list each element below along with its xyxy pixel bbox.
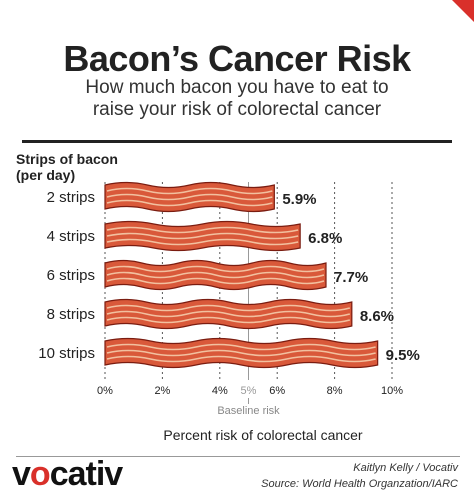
- bacon-fat-stripe: [106, 226, 299, 234]
- source-note: Source: World Health Organzation/IARC: [261, 478, 458, 490]
- logo-text-cativ: cativ: [49, 455, 123, 493]
- x-tick-label: 2%: [154, 385, 170, 397]
- bacon-fat-stripe: [106, 265, 325, 273]
- category-label: 4 strips: [47, 228, 95, 245]
- bacon-fat-stripe: [106, 277, 325, 285]
- bacon-fat-stripe: [106, 232, 299, 240]
- category-label: 8 strips: [47, 306, 95, 323]
- y-axis-label-line-1: Strips of bacon: [16, 151, 118, 167]
- bacon-fat-stripe: [106, 349, 376, 357]
- chart-subtitle-line-2: raise your risk of colorectal cancer: [92, 99, 382, 120]
- logo-text-o: o: [29, 455, 51, 493]
- footer-rule: [16, 456, 460, 457]
- bacon-fat-stripe: [106, 238, 299, 246]
- x-tick-label: 4%: [212, 385, 228, 397]
- bacon-fat-stripe: [106, 316, 351, 324]
- x-tick-label: 8%: [327, 385, 343, 397]
- bacon-fat-stripe: [106, 271, 325, 279]
- bacon-fat-stripe: [106, 193, 273, 201]
- corner-flag: [452, 0, 474, 22]
- category-label: 2 strips: [47, 189, 95, 206]
- x-tick-label: 0%: [97, 385, 113, 397]
- value-label: 6.8%: [308, 230, 342, 247]
- vocativ-logo: vocativ: [12, 455, 123, 494]
- bacon-fat-stripe: [106, 355, 376, 363]
- value-label: 7.7%: [334, 269, 368, 286]
- chart-title: Bacon’s Cancer Risk: [63, 38, 411, 79]
- chart-subtitle-line-1: How much bacon you have to eat to: [85, 77, 389, 98]
- bacon-fat-stripe: [106, 199, 273, 207]
- category-label: 6 strips: [47, 267, 95, 284]
- value-label: 9.5%: [386, 347, 420, 364]
- baseline-label: Baseline risk: [217, 405, 280, 417]
- y-axis-label-line-2: (per day): [16, 167, 76, 183]
- baseline-tick-label: 5%: [241, 385, 257, 397]
- x-tick-label: 10%: [381, 385, 403, 397]
- bacon-fat-stripe: [106, 187, 273, 195]
- logo-text-v: v: [12, 455, 31, 493]
- bacon-fat-stripe: [106, 310, 351, 318]
- value-label: 8.6%: [360, 308, 394, 325]
- header-rule: [22, 140, 452, 143]
- value-label: 5.9%: [282, 191, 316, 208]
- bacon-fat-stripe: [106, 343, 376, 351]
- x-tick-label: 6%: [269, 385, 285, 397]
- category-label: 10 strips: [38, 345, 95, 362]
- author-credit: Kaitlyn Kelly / Vocativ: [353, 462, 458, 474]
- bacon-fat-stripe: [106, 304, 351, 312]
- x-axis-label: Percent risk of colorectal cancer: [163, 427, 363, 443]
